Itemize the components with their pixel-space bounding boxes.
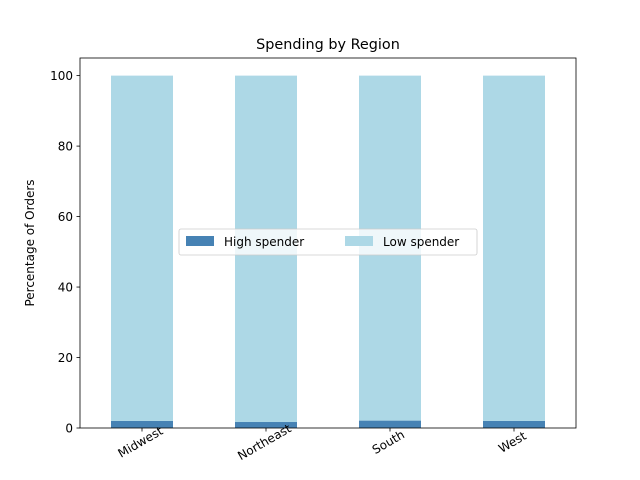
y-tick-label: 60 <box>58 210 73 224</box>
bar-midwest-low-spender <box>111 75 173 421</box>
legend-swatch-high-spender <box>186 236 214 246</box>
bar-west-low-spender <box>483 75 545 421</box>
legend-label-high-spender: High spender <box>224 235 304 249</box>
bar-midwest-high-spender <box>111 420 173 428</box>
y-tick-label: 40 <box>58 281 73 295</box>
axes-group <box>79 57 577 429</box>
y-tick-label: 20 <box>58 351 73 365</box>
legend-frame <box>178 228 478 256</box>
legend-swatch-low-spender <box>345 236 373 246</box>
bar-south-high-spender <box>359 420 421 428</box>
chart-title: Spending by Region <box>256 37 400 53</box>
bar-west-high-spender <box>483 420 545 428</box>
bar-northeast-high-spender <box>235 422 297 428</box>
plot-frame <box>79 57 577 429</box>
y-tick-label: 100 <box>50 69 73 83</box>
legend-label-low-spender: Low spender <box>383 235 459 249</box>
y-axis-label: Percentage of Orders <box>23 179 37 306</box>
y-ticks-group: 0 20 40 60 80 100 <box>50 69 80 436</box>
legend: High spender Low spender <box>178 228 478 256</box>
y-tick-label: 80 <box>58 140 73 154</box>
y-tick-label: 0 <box>65 422 73 436</box>
